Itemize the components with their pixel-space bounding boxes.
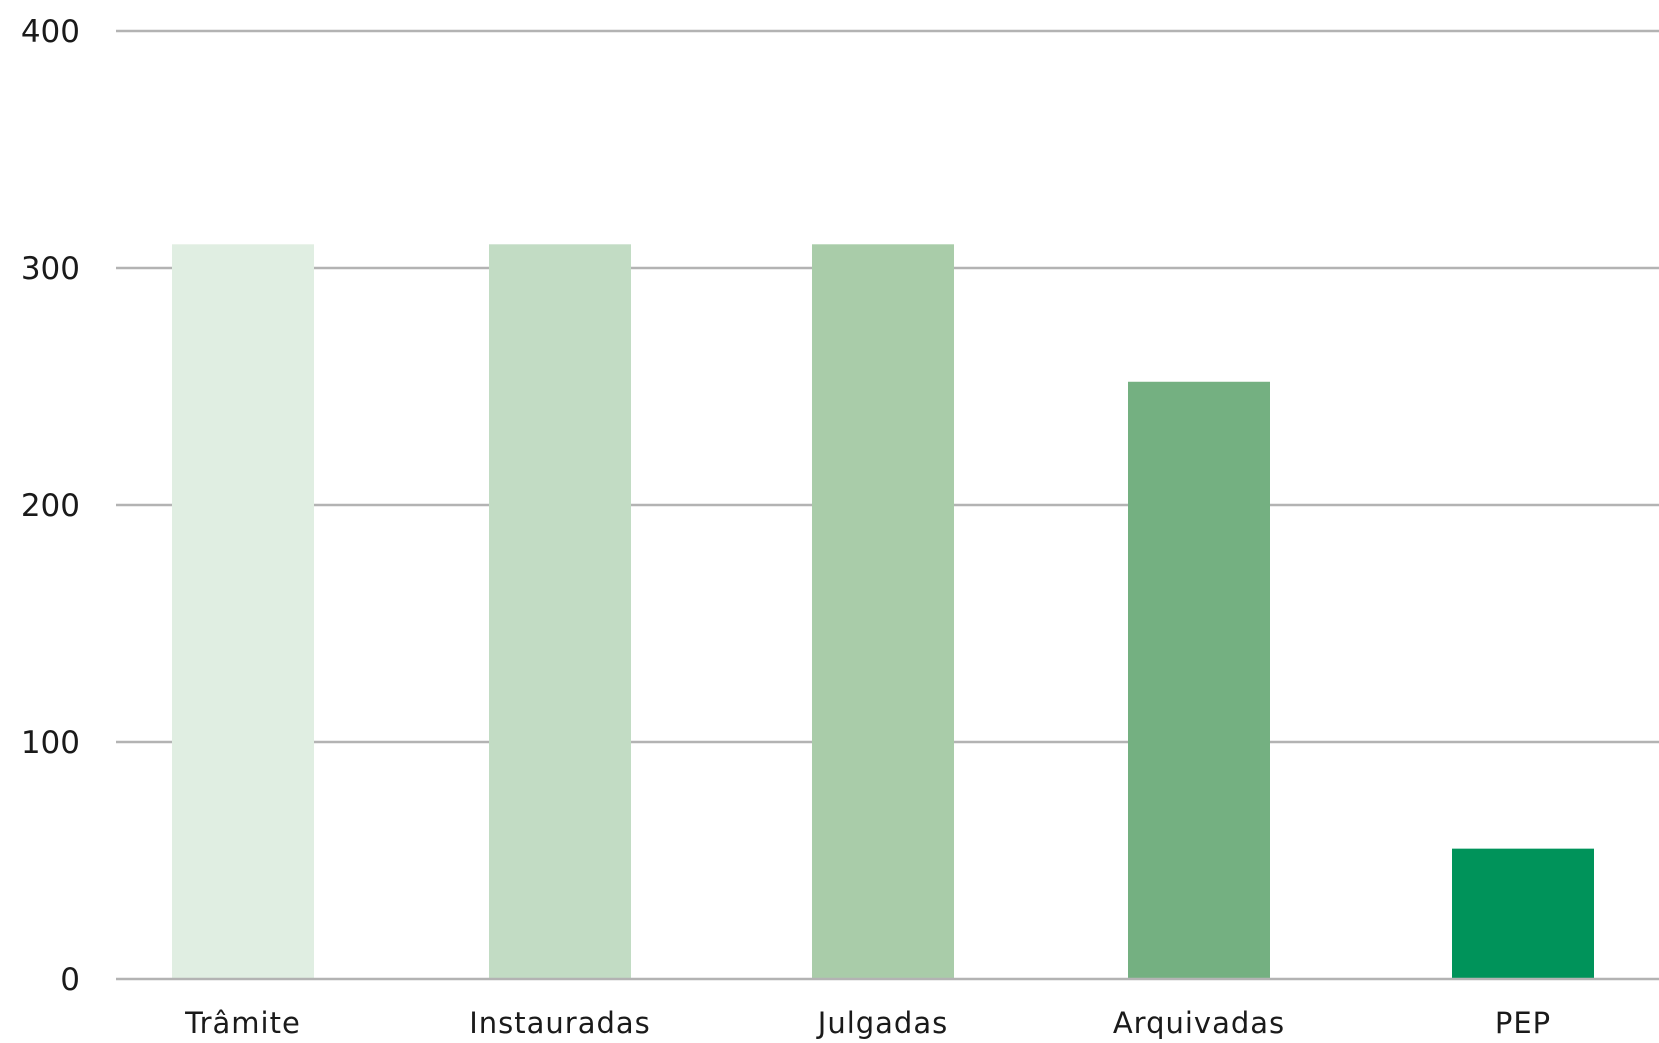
x-category-label: Trâmite [184, 1006, 301, 1040]
y-tick-label: 100 [21, 725, 80, 761]
bar-instauradas [489, 244, 631, 980]
bars [172, 244, 1594, 980]
x-category-label: Arquivadas [1113, 1006, 1285, 1040]
bar-julgadas [812, 244, 954, 980]
x-category-label: Instauradas [469, 1006, 651, 1040]
x-category-label: PEP [1495, 1006, 1551, 1040]
y-tick-label: 400 [21, 14, 80, 50]
bar-arquivadas [1128, 381, 1270, 979]
y-tick-label: 300 [21, 251, 80, 287]
bar-pep [1452, 848, 1594, 979]
x-category-labels: Trâmite Instauradas Julgadas Arquivadas PEP [184, 1006, 1551, 1040]
y-tick-label: 0 [60, 962, 80, 998]
x-category-label: Julgadas [816, 1006, 948, 1040]
y-tick-labels: 0 100 200 300 400 [21, 14, 80, 998]
y-tick-label: 200 [21, 488, 80, 524]
bar-trâmite [172, 244, 314, 980]
